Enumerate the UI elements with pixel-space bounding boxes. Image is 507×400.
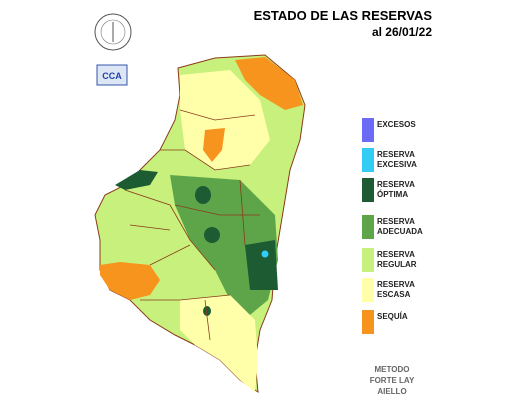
legend-label: ADECUADA [377,227,423,236]
map [94,54,306,393]
method-text: METODO [375,365,410,374]
legend-swatch [362,215,374,239]
legend-swatch [362,148,374,172]
legend-label: RESERVA [377,280,415,289]
legend-label: RESERVA [377,250,415,259]
legend-label: RESERVA [377,180,415,189]
legend-swatch [362,178,374,202]
legend-swatch [362,278,374,302]
legend-label: ESCASA [377,290,411,299]
method-text: AIELLO [377,387,406,396]
legend-label: EXCESIVA [377,160,417,169]
logo: CCA [94,13,132,86]
legend: EXCESOSRESERVAEXCESIVARESERVAÓPTIMARESER… [362,118,423,334]
legend-label: ÓPTIMA [377,190,408,199]
method: METODO FORTE LAY AIELLO [370,365,415,396]
method-text: FORTE LAY [370,376,415,385]
legend-label: EXCESOS [377,120,416,129]
legend-label: REGULAR [377,260,417,269]
legend-label: RESERVA [377,217,415,226]
legend-swatch [362,310,374,334]
legend-label: RESERVA [377,150,415,159]
legend-label: SEQUÍA [377,312,408,321]
title: ESTADO DE LAS RESERVAS [254,8,433,23]
legend-swatch [362,118,374,142]
date: al 26/01/22 [372,25,432,39]
legend-swatch [362,248,374,272]
logo-label: CCA [102,71,122,81]
